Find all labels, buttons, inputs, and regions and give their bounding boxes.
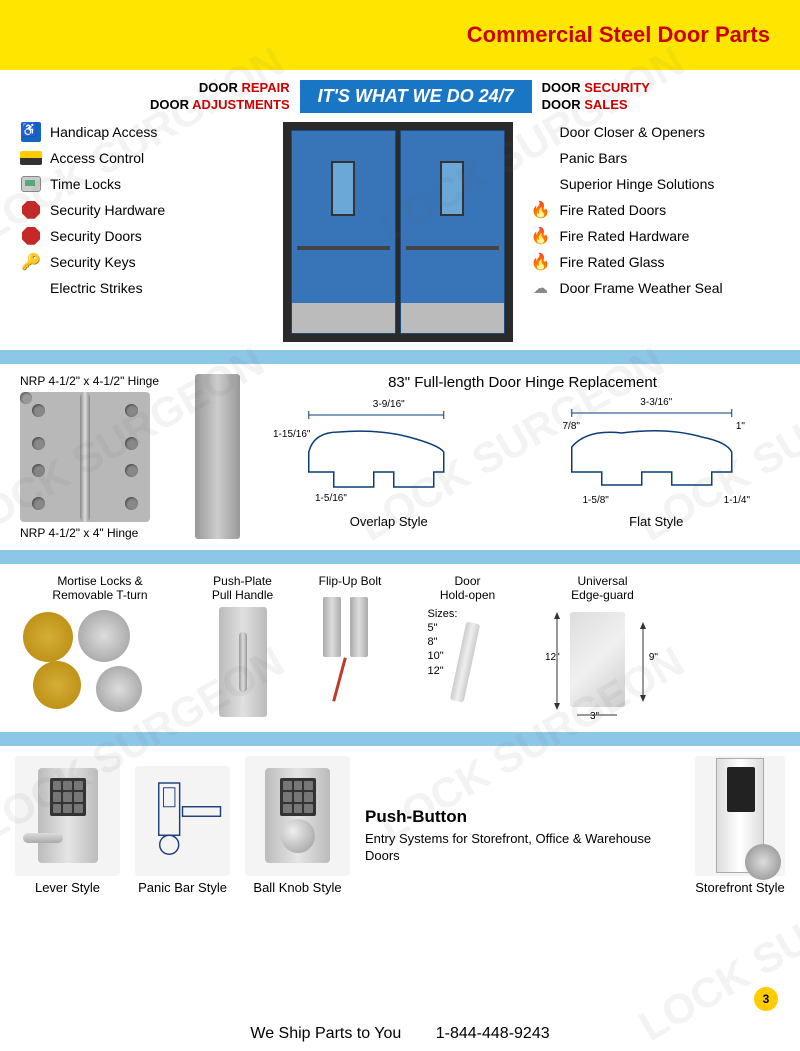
feature-label: Time Locks xyxy=(50,176,121,192)
tagline-row: DOOR REPAIR DOOR ADJUSTMENTS IT'S WHAT W… xyxy=(20,80,780,114)
feature-item: Superior Hinge Solutions xyxy=(530,174,781,194)
hinge-diagrams-col: 83" Full-length Door Hinge Replacement 3… xyxy=(265,374,780,540)
tagline-left: DOOR REPAIR DOOR ADJUSTMENTS xyxy=(150,80,290,114)
features-right: Door Closer & Openers Panic Bars Superio… xyxy=(525,122,781,298)
footer-ship: We Ship Parts to You xyxy=(250,1025,401,1042)
flipbolt-image xyxy=(308,592,393,702)
header-band: Commercial Steel Door Parts xyxy=(0,0,800,70)
door-image xyxy=(283,122,513,342)
product-edgeguard: UniversalEdge-guard 12" 9" 3" xyxy=(535,574,670,722)
cloud-icon: ☁ xyxy=(530,278,552,298)
feature-item: Door Closer & Openers xyxy=(530,122,781,142)
hinge-right-title: 83" Full-length Door Hinge Replacement xyxy=(265,374,780,391)
feature-label: Fire Rated Hardware xyxy=(560,228,690,244)
pb-panicbar: Panic Bar Style xyxy=(135,766,230,895)
feature-label: Security Doors xyxy=(50,228,142,244)
feature-label: Security Hardware xyxy=(50,202,165,218)
feature-label: Fire Rated Doors xyxy=(560,202,667,218)
features-left: ♿ Handicap Access Access Control Time Locks… xyxy=(20,122,271,298)
feature-label: Door Frame Weather Seal xyxy=(560,280,723,296)
feature-label: Fire Rated Glass xyxy=(560,254,665,270)
blank-icon xyxy=(530,174,552,194)
tagline-right: DOOR SECURITY DOOR SALES xyxy=(542,80,650,114)
pb-text: Push-Button Entry Systems for Storefront… xyxy=(365,807,680,895)
timer-icon xyxy=(20,174,42,194)
feature-label: Electric Strikes xyxy=(50,280,143,296)
feature-label: Door Closer & Openers xyxy=(560,124,706,140)
divider xyxy=(0,550,800,564)
top-section: DOOR REPAIR DOOR ADJUSTMENTS IT'S WHAT W… xyxy=(0,70,800,350)
edgeguard-image: 12" 9" 3" xyxy=(545,607,660,722)
blank-icon xyxy=(530,148,552,168)
feature-item: Security Hardware xyxy=(20,200,271,220)
flat-diagram: 3-3/16" 7/8" 1" 1-5/8" 1-1/4" Flat Style xyxy=(533,397,781,529)
feature-item: 🔥 Fire Rated Glass xyxy=(530,252,781,272)
key-icon: 🔑 xyxy=(20,252,42,272)
product-flipbolt: Flip-Up Bolt xyxy=(300,574,400,722)
feature-item: ☁ Door Frame Weather Seal xyxy=(530,278,781,298)
hinge-square-col: NRP 4-1/2" x 4-1/2" Hinge NRP 4-1/2" x 4… xyxy=(20,374,180,540)
feature-item: Time Locks xyxy=(20,174,271,194)
feature-item: ♿ Handicap Access xyxy=(20,122,271,142)
features-row: ♿ Handicap Access Access Control Time Locks… xyxy=(20,122,780,342)
page-title: Commercial Steel Door Parts xyxy=(467,22,770,48)
feature-item: Access Control xyxy=(20,148,271,168)
footer: We Ship Parts to You 1-844-448-9243 xyxy=(0,1025,800,1043)
wheelchair-icon: ♿ xyxy=(20,122,42,142)
hinge-label-bottom: NRP 4-1/2" x 4" Hinge xyxy=(20,526,180,540)
divider xyxy=(0,732,800,746)
feature-item: Electric Strikes xyxy=(20,278,271,298)
hinge-label-top: NRP 4-1/2" x 4-1/2" Hinge xyxy=(20,374,180,388)
page-number-badge: 3 xyxy=(754,987,778,1011)
blank-icon xyxy=(20,278,42,298)
feature-label: Access Control xyxy=(50,150,144,166)
overlap-diagram: 3-9/16" 1-15/16" 1-5/16" Overlap Style xyxy=(265,397,513,529)
overlap-label: Overlap Style xyxy=(265,514,513,529)
pb-storefront: Storefront Style xyxy=(695,756,785,895)
holdopen-image: Sizes:5"8"10"12" xyxy=(428,607,508,717)
feature-item: 🔥 Fire Rated Doors xyxy=(530,200,781,220)
hinge-long-image xyxy=(195,374,240,539)
section-hinges: NRP 4-1/2" x 4-1/2" Hinge NRP 4-1/2" x 4… xyxy=(0,364,800,550)
card-icon xyxy=(20,148,42,168)
flame-icon: 🔥 xyxy=(530,226,552,246)
mortise-image xyxy=(18,607,183,717)
section-products: Mortise Locks &Removable T-turn Push-Pla… xyxy=(0,564,800,732)
flame-icon: 🔥 xyxy=(530,200,552,220)
footer-phone: 1-844-448-9243 xyxy=(436,1025,550,1042)
product-mortise: Mortise Locks &Removable T-turn xyxy=(15,574,185,722)
divider xyxy=(0,350,800,364)
octagon-icon xyxy=(20,200,42,220)
feature-label: Handicap Access xyxy=(50,124,157,140)
hinge-long-col xyxy=(195,374,250,540)
pushplate-image xyxy=(219,607,267,717)
octagon-icon xyxy=(20,226,42,246)
feature-label: Superior Hinge Solutions xyxy=(560,176,715,192)
pb-lever: Lever Style xyxy=(15,756,120,895)
flame-icon: 🔥 xyxy=(530,252,552,272)
feature-item: 🔑 Security Keys xyxy=(20,252,271,272)
feature-item: Security Doors xyxy=(20,226,271,246)
hinge-square-image xyxy=(20,392,150,522)
feature-label: Panic Bars xyxy=(560,150,628,166)
feature-item: 🔥 Fire Rated Hardware xyxy=(530,226,781,246)
pb-ballknob: Ball Knob Style xyxy=(245,756,350,895)
blank-icon xyxy=(530,122,552,142)
section-pushbutton: Lever Style Panic Bar Style Ball Knob St… xyxy=(0,746,800,903)
product-pushplate: Push-PlatePull Handle xyxy=(195,574,290,722)
feature-label: Security Keys xyxy=(50,254,136,270)
tagline-center: IT'S WHAT WE DO 24/7 xyxy=(300,80,532,113)
flat-label: Flat Style xyxy=(533,514,781,529)
product-holdopen: DoorHold-open Sizes:5"8"10"12" xyxy=(410,574,525,722)
feature-item: Panic Bars xyxy=(530,148,781,168)
